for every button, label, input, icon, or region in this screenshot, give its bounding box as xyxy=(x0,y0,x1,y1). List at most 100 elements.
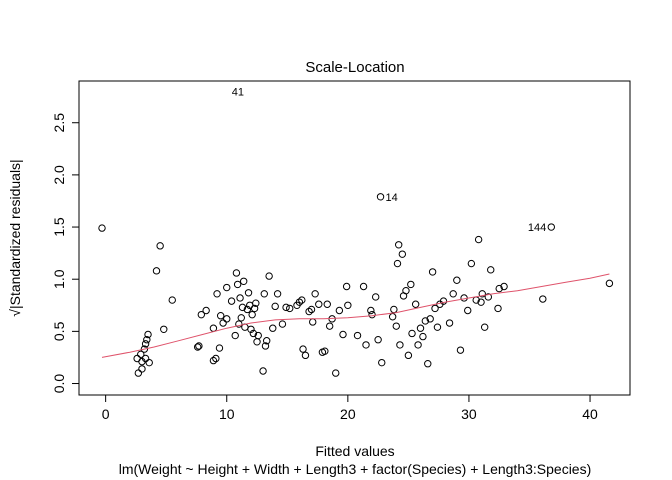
data-point xyxy=(309,318,317,326)
data-point xyxy=(227,297,236,305)
data-point xyxy=(411,300,420,308)
data-point xyxy=(298,296,306,304)
data-point xyxy=(231,331,239,340)
data-point xyxy=(376,193,385,201)
y-axis-label: √|Standardized residuals| xyxy=(7,159,23,316)
data-point xyxy=(332,369,340,377)
data-point xyxy=(197,310,206,319)
data-point xyxy=(140,345,149,353)
data-point xyxy=(168,296,176,304)
point-label: 144 xyxy=(528,222,546,234)
data-point xyxy=(392,322,400,330)
data-point xyxy=(213,290,221,298)
data-point xyxy=(286,304,294,313)
data-point xyxy=(445,319,454,327)
data-point xyxy=(212,354,220,363)
data-point xyxy=(339,330,347,339)
data-point xyxy=(259,367,267,375)
data-point xyxy=(253,338,261,346)
data-point xyxy=(500,282,508,291)
y-tick-label: 2.0 xyxy=(51,165,67,185)
data-point xyxy=(215,344,224,352)
data-point xyxy=(239,277,248,285)
data-point xyxy=(248,310,256,319)
data-point xyxy=(474,235,483,244)
data-point xyxy=(424,360,432,368)
y-tick-label: 1.0 xyxy=(51,269,67,289)
data-point xyxy=(144,330,152,339)
data-point xyxy=(414,341,422,349)
data-point xyxy=(237,314,245,322)
data-point xyxy=(233,280,242,289)
data-point xyxy=(480,323,489,331)
data-point xyxy=(404,351,413,360)
data-point xyxy=(449,290,457,298)
data-point xyxy=(137,350,145,359)
data-point xyxy=(223,283,231,292)
x-tick-label: 30 xyxy=(461,406,477,422)
x-tick-label: 20 xyxy=(340,406,356,422)
data-point xyxy=(249,329,258,338)
data-point xyxy=(453,276,461,284)
data-point xyxy=(439,297,448,305)
data-point xyxy=(431,304,439,313)
x-tick-label: 40 xyxy=(582,406,598,422)
x-axis: 0 10 20 30 40 xyxy=(102,394,598,422)
data-point xyxy=(464,306,472,315)
data-point xyxy=(216,312,225,320)
data-point xyxy=(371,293,380,301)
data-point xyxy=(250,304,259,313)
data-point xyxy=(416,324,425,332)
data-point xyxy=(152,267,161,275)
data-point xyxy=(390,305,398,314)
data-point xyxy=(368,310,376,319)
data-point xyxy=(202,306,210,315)
data-point xyxy=(315,300,323,308)
x-axis-label: Fitted values xyxy=(315,443,394,459)
data-point xyxy=(433,323,442,331)
data-point xyxy=(393,259,402,268)
data-point xyxy=(263,337,271,345)
data-point xyxy=(396,341,404,349)
data-point xyxy=(342,282,351,291)
data-point xyxy=(209,324,218,332)
x-tick-label: 10 xyxy=(219,406,235,422)
data-point xyxy=(271,302,279,311)
data-point xyxy=(301,351,310,360)
data-point xyxy=(539,295,547,303)
data-point xyxy=(145,358,153,367)
data-point xyxy=(260,290,268,298)
point-label: 14 xyxy=(386,192,398,204)
data-point xyxy=(378,358,386,367)
data-point xyxy=(367,306,375,315)
data-point xyxy=(408,329,416,338)
data-point xyxy=(374,336,382,344)
data-point xyxy=(243,305,252,314)
data-point xyxy=(477,298,485,306)
data-point xyxy=(321,347,329,355)
chart-title: Scale-Location xyxy=(305,59,404,76)
data-point xyxy=(209,356,218,365)
data-point xyxy=(141,340,150,348)
y-tick-label: 0.0 xyxy=(51,374,67,394)
data-point xyxy=(252,299,260,307)
point-labels: 41 14 144 xyxy=(232,86,547,234)
data-point xyxy=(273,290,282,298)
data-point xyxy=(141,354,150,363)
x-tick-label: 0 xyxy=(102,406,110,422)
y-tick-label: 1.5 xyxy=(51,217,67,237)
data-point xyxy=(134,369,143,377)
data-point xyxy=(426,315,434,323)
data-point xyxy=(138,365,146,373)
data-point xyxy=(344,301,352,309)
data-point xyxy=(223,315,231,323)
data-point xyxy=(494,304,502,313)
data-point xyxy=(244,289,253,297)
data-point xyxy=(265,272,273,280)
data-point xyxy=(467,259,476,268)
y-axis: 0.0 0.5 1.0 1.5 2.0 2.5 xyxy=(51,113,80,394)
data-point xyxy=(295,298,304,306)
data-point xyxy=(428,268,437,276)
data-point xyxy=(456,346,465,354)
